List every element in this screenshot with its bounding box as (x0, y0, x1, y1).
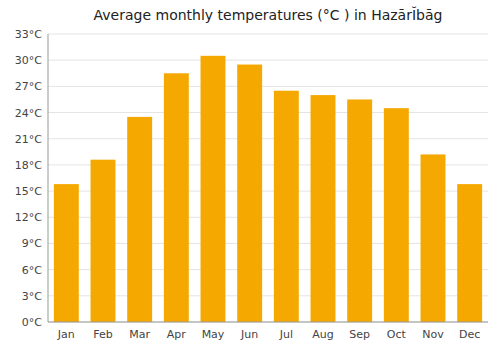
bar (54, 184, 79, 322)
grid-line (48, 60, 488, 61)
grid-line (48, 112, 488, 113)
title: Average monthly temperatures (°C ) in Ha… (94, 6, 443, 23)
bar (457, 184, 482, 322)
grid-line (48, 86, 488, 87)
x-tick-label: Jun (240, 328, 258, 341)
x-tick-label: Jul (279, 328, 293, 341)
y-tick-label: 21°C (15, 133, 42, 146)
y-tick-label: 24°C (15, 107, 42, 120)
bar (421, 154, 446, 322)
x-tick-label: Apr (167, 328, 187, 341)
bar (91, 160, 116, 322)
chart-svg: Average monthly temperatures (°C ) in Ha… (0, 0, 500, 350)
x-tick-label: Nov (422, 328, 444, 341)
y-tick-label: 0°C (22, 316, 42, 329)
y-tick-label: 27°C (15, 80, 42, 93)
x-tick-label: May (202, 328, 225, 341)
grid-line (48, 322, 488, 323)
bar (127, 117, 152, 322)
x-axis-line (48, 322, 488, 323)
chart-container: Average monthly temperatures (°C ) in Ha… (0, 0, 500, 350)
bar (311, 95, 336, 322)
bar (164, 73, 189, 322)
grid-line (48, 34, 488, 35)
x-tick-label: Jan (57, 328, 75, 341)
x-tick-label: Feb (93, 328, 112, 341)
bar (237, 65, 262, 322)
x-tick-label: Mar (129, 328, 150, 341)
bar (347, 99, 372, 322)
y-tick-label: 30°C (15, 54, 42, 67)
y-tick-label: 18°C (15, 159, 42, 172)
x-tick-label: Sep (349, 328, 370, 341)
x-tick-label: Dec (459, 328, 480, 341)
bar (384, 108, 409, 322)
y-axis-line (48, 34, 49, 322)
bars (54, 56, 482, 322)
bar (201, 56, 226, 322)
x-tick-label: Aug (312, 328, 333, 341)
y-tick-label: 3°C (22, 290, 42, 303)
y-tick-label: 9°C (22, 237, 42, 250)
y-tick-label: 12°C (15, 211, 42, 224)
x-tick-label: Oct (387, 328, 407, 341)
grid-line (48, 138, 488, 139)
y-tick-label: 33°C (15, 28, 42, 41)
bar (274, 91, 299, 322)
y-tick-label: 6°C (22, 264, 42, 277)
y-tick-label: 15°C (15, 185, 42, 198)
grid (48, 34, 488, 322)
